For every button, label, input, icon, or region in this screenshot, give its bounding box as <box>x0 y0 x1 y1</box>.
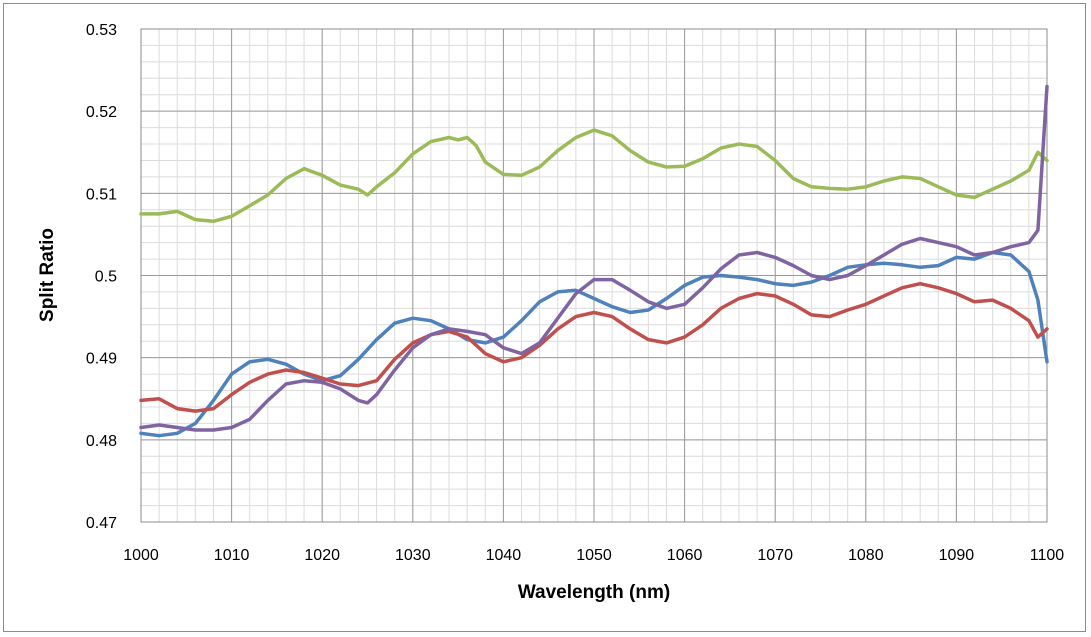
x-tick-label: 1050 <box>576 547 612 564</box>
series-line-2 <box>139 250 1049 438</box>
x-tick-label: 1090 <box>939 547 975 564</box>
x-axis-title: Wavelength (nm) <box>518 582 670 603</box>
series-line-3 <box>139 281 1049 413</box>
x-tick-label: 1030 <box>395 547 431 564</box>
x-tick-label: 1020 <box>304 547 340 564</box>
x-tick-label: 1000 <box>123 547 159 564</box>
y-tick-label: 0.48 <box>86 433 117 450</box>
y-tick-label: 0.51 <box>86 186 117 203</box>
series-line-4 <box>139 84 1049 432</box>
x-tick-label: 1100 <box>1030 547 1065 564</box>
major-grid <box>140 28 1048 523</box>
y-tick-label: 0.52 <box>86 104 117 121</box>
x-tick-label: 1080 <box>848 547 884 564</box>
plot-border <box>140 28 1048 523</box>
y-tick-labels: 0.47 0.48 0.49 0.5 0.51 0.52 0.53 <box>86 22 117 532</box>
x-tick-label: 1010 <box>214 547 250 564</box>
x-tick-label: 1060 <box>667 547 703 564</box>
series-layer <box>139 84 1049 438</box>
x-tick-labels: 1000 1010 1020 1030 1040 1050 1060 1070 1080 1090… <box>123 547 1064 564</box>
y-tick-label: 0.49 <box>86 351 117 368</box>
y-tick-label: 0.47 <box>86 515 117 532</box>
x-tick-label: 1070 <box>757 547 793 564</box>
x-tick-label: 1040 <box>486 547 522 564</box>
series-line-1 <box>139 128 1049 224</box>
y-tick-label: 0.53 <box>86 22 117 39</box>
y-axis-title: Split Ratio <box>37 228 58 322</box>
y-tick-label: 0.5 <box>95 269 117 286</box>
